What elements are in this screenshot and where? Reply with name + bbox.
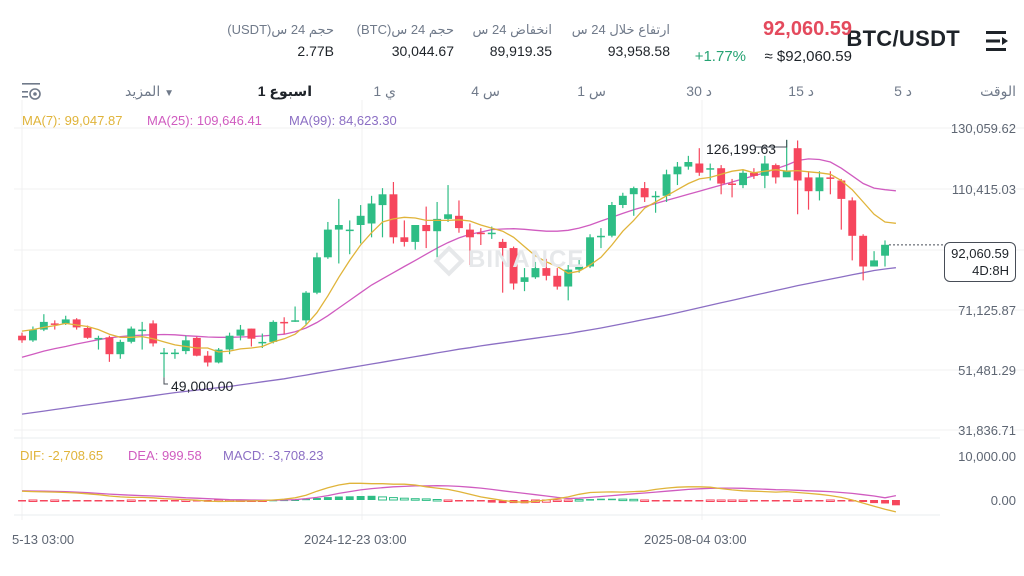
stat-label-24h-vol-usdt: حجم 24 س(USDT) [227, 22, 334, 37]
ma25-label: MA(25): 109,646.41 [147, 113, 262, 128]
ma99-label: MA(99): 84,623.30 [289, 113, 397, 128]
timeframe-bar [0, 76, 1024, 106]
usd-equivalent-price: ≈ $92,060.59 [764, 48, 852, 65]
tab-30m[interactable]: 30 د [686, 83, 712, 99]
stat-label-24h-vol-btc: حجم 24 س(BTC) [356, 22, 454, 37]
stat-label-24h-high: ارتفاع خلال 24 س [571, 22, 670, 37]
tab-5m[interactable]: 5 د [894, 83, 912, 99]
more-label: المزيد [124, 83, 161, 99]
time-axis-label: 2025-08-04 03:00 [644, 532, 747, 547]
tab-1h[interactable]: 1 س [577, 83, 606, 99]
trading-pair-title[interactable]: BTC/USDT [846, 26, 960, 51]
dea-label: DEA: 999.58 [128, 448, 202, 463]
low-annotation: 49,000.00 [171, 378, 234, 394]
price-axis-label: 51,481.29 [958, 363, 1016, 378]
stat-value-24h-vol-usdt: 2.77B [297, 43, 334, 59]
tab-time[interactable]: الوقت [980, 83, 1016, 99]
dif-label: DIF: -2,708.65 [20, 448, 104, 463]
macd-axis-label: 0.00 [990, 493, 1016, 508]
change-percent: +1.77% [694, 48, 746, 65]
time-axis-label: 2024-12-23 03:00 [304, 532, 407, 547]
tab-4h[interactable]: 4 س [471, 83, 500, 99]
binance-logo-icon [433, 245, 465, 277]
price-axis-label: 130,059.62 [950, 121, 1016, 136]
price-axis-label: 71,125.87 [958, 303, 1016, 318]
tab-15m[interactable]: 15 د [788, 83, 814, 99]
high-annotation: 126,199.63 [706, 141, 777, 157]
stat-label-24h-low: انخفاض 24 س [472, 22, 552, 37]
current-price-value: 92,060.59 [951, 246, 1009, 261]
price-axis-label: 31,836.71 [958, 423, 1016, 438]
chart-settings-icon[interactable] [20, 82, 44, 102]
ma7-label: MA(7): 99,047.87 [22, 113, 123, 128]
stat-value-24h-high: 93,958.58 [607, 43, 670, 59]
tab-1w[interactable]: 1 اسبوع [257, 83, 312, 99]
header: BTC/USDT 92,060.59 ≈ $92,060.59 +1.77% ا… [0, 0, 1024, 72]
macd-axis-label: 10,000.00 [958, 449, 1016, 464]
stat-value-24h-low: 89,919.35 [489, 43, 552, 59]
tab-more[interactable]: المزيد ▼ [125, 83, 174, 100]
stat-value-24h-vol-btc: 30,044.67 [391, 43, 454, 59]
caret-down-icon: ▼ [164, 88, 174, 99]
price-axis-label: 110,415.03 [951, 182, 1016, 197]
tab-1d[interactable]: 1 ي [373, 83, 396, 99]
candle-countdown: 4D:8H [972, 263, 1009, 278]
time-axis-label: 5-13 03:00 [12, 532, 75, 547]
binance-watermark: BINANCE [433, 245, 584, 277]
menu-lines-icon[interactable] [984, 30, 1014, 52]
macd-label: MACD: -3,708.23 [223, 448, 324, 463]
current-price-tag: 92,060.59 4D:8H [944, 242, 1016, 282]
last-price: 92,060.59 [763, 18, 852, 40]
